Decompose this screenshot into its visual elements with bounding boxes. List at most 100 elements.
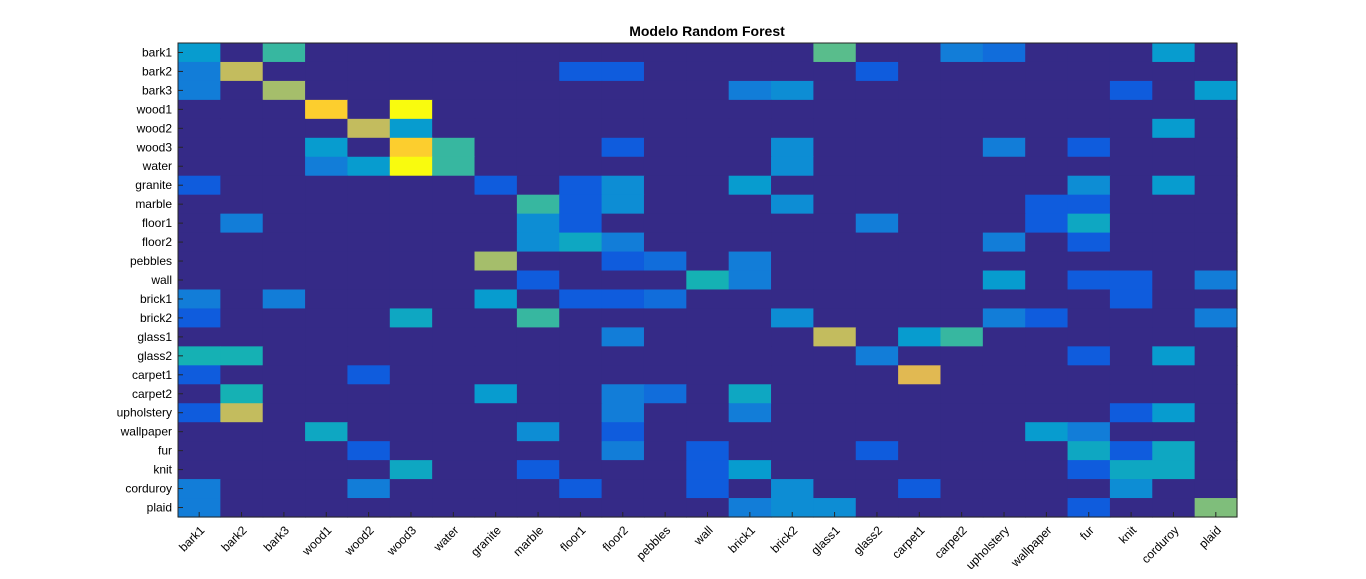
heatmap-cell-wood1-bark3: [262, 99, 306, 120]
heatmap-cell-glass2-fur: [1067, 346, 1111, 366]
heatmap-cell-wallpaper-brick2: [771, 422, 814, 442]
heatmap-cell-upholstery-granite: [474, 403, 518, 423]
heatmap-cell-wallpaper-wood1: [305, 422, 349, 442]
heatmap-cell-glass1-corduroy: [1152, 327, 1196, 347]
heatmap-cell-corduroy-water: [432, 479, 476, 499]
heatmap-cell-wood2-marble: [516, 118, 560, 139]
heatmap-cell-water-brick1: [728, 156, 772, 177]
heatmap-cell-corduroy-bark2: [220, 479, 264, 499]
heatmap-cell-fur-glass1: [813, 441, 857, 461]
x-tick-label-carpet2: carpet2: [932, 523, 970, 561]
heatmap-cell-floor1-bark2: [220, 213, 264, 234]
heatmap-cell-upholstery-wood1: [305, 403, 349, 423]
x-tick-label-water: water: [430, 523, 461, 554]
heatmap-cell-knit-wood3: [389, 460, 433, 480]
heatmap-cell-glass2-glass1: [813, 346, 857, 366]
heatmap-cell-knit-glass2: [855, 460, 899, 480]
x-tick-label-wood1: wood1: [299, 523, 335, 559]
heatmap-cell-bark2-upholstery: [982, 61, 1026, 82]
heatmap-cell-marble-glass1: [813, 194, 857, 215]
heatmap-cell-brick1-corduroy: [1152, 289, 1196, 310]
heatmap-cell-bark2-brick1: [728, 61, 772, 82]
heatmap-cell-brick2-brick1: [728, 308, 772, 328]
heatmap-cell-bark3-granite: [474, 80, 518, 101]
heatmap-cell-wood3-plaid: [1194, 137, 1238, 158]
heatmap-cell-wood3-upholstery: [982, 137, 1026, 158]
y-tick-label-upholstery: upholstery: [117, 406, 172, 420]
heatmap-cell-bark3-floor1: [559, 80, 603, 101]
heatmap-cell-wood1-wall: [686, 99, 730, 120]
heatmap-cell-water-floor1: [559, 156, 603, 177]
heatmap-cell-wall-wood2: [347, 270, 391, 291]
heatmap-cell-pebbles-floor2: [601, 251, 645, 272]
heatmap-cell-brick2-marble: [516, 308, 560, 328]
heatmap-cell-carpet1-brick1: [728, 365, 772, 385]
heatmap-cell-wood3-knit: [1109, 137, 1153, 158]
heatmap-cell-wood3-pebbles: [643, 137, 687, 158]
heatmap-cell-wood1-brick2: [771, 99, 814, 120]
heatmap-cell-granite-glass1: [813, 175, 857, 196]
y-tick-label-plaid: plaid: [147, 501, 172, 515]
heatmap-cell-wood1-floor2: [601, 99, 645, 120]
heatmap-cell-pebbles-wall: [686, 251, 730, 272]
heatmap-cell-bark3-fur: [1067, 80, 1111, 101]
heatmap-cell-water-wood1: [305, 156, 349, 177]
heatmap-cell-carpet1-fur: [1067, 365, 1111, 385]
heatmap-cell-bark2-brick2: [771, 61, 814, 82]
heatmap-cell-bark2-glass2: [855, 61, 899, 82]
x-tick-label-pebbles: pebbles: [634, 523, 674, 563]
y-tick-label-fur: fur: [158, 444, 172, 458]
heatmap-cell-wood2-glass1: [813, 118, 857, 139]
heatmap-cell-carpet1-floor1: [559, 365, 603, 385]
heatmap-cell-bark3-wallpaper: [1025, 80, 1069, 101]
x-tick-label-brick2: brick2: [768, 523, 801, 556]
heatmap-cell-brick1-bark3: [262, 289, 306, 310]
heatmap-cell-carpet2-carpet2: [940, 384, 984, 404]
heatmap-cell-corduroy-plaid: [1194, 479, 1238, 499]
heatmap-cell-marble-bark2: [220, 194, 264, 215]
heatmap-cell-bark3-bark1: [178, 80, 221, 101]
heatmap-cell-wood1-bark2: [220, 99, 264, 120]
heatmap-cell-brick1-brick1: [728, 289, 772, 310]
heatmap-cell-wood3-floor2: [601, 137, 645, 158]
heatmap-cell-brick2-bark3: [262, 308, 306, 328]
heatmap-cell-glass1-plaid: [1194, 327, 1238, 347]
heatmap-cell-wood3-wood2: [347, 137, 391, 158]
heatmap-cell-floor1-wood2: [347, 213, 391, 234]
heatmap-cell-bark1-upholstery: [982, 43, 1026, 63]
heatmap-cell-wallpaper-bark3: [262, 422, 306, 442]
heatmap-cell-fur-floor1: [559, 441, 603, 461]
heatmap-cell-carpet1-bark3: [262, 365, 306, 385]
heatmap-cell-wood1-upholstery: [982, 99, 1026, 120]
heatmap-cell-bark1-water: [432, 43, 476, 63]
heatmap-cell-wallpaper-brick1: [728, 422, 772, 442]
heatmap-cell-bark1-wallpaper: [1025, 43, 1069, 63]
heatmap-cell-carpet2-wall: [686, 384, 730, 404]
heatmap-cell-granite-fur: [1067, 175, 1111, 196]
heatmap-cell-glass1-wood1: [305, 327, 349, 347]
heatmap-cell-bark3-upholstery: [982, 80, 1026, 101]
heatmap-cell-wood2-glass2: [855, 118, 899, 139]
heatmap-cell-marble-carpet2: [940, 194, 984, 215]
heatmap-cell-water-wall: [686, 156, 730, 177]
heatmap-cell-brick1-carpet2: [940, 289, 984, 310]
heatmap-cell-wall-bark1: [178, 270, 221, 291]
heatmap-cell-floor1-glass2: [855, 213, 899, 234]
heatmap-cell-pebbles-knit: [1109, 251, 1153, 272]
heatmap-cell-corduroy-glass2: [855, 479, 899, 499]
heatmap-cell-wallpaper-floor2: [601, 422, 645, 442]
heatmap-cell-fur-wood3: [389, 441, 433, 461]
heatmap-cell-wallpaper-glass1: [813, 422, 857, 442]
heatmap-cell-wood3-marble: [516, 137, 560, 158]
heatmap-cell-plaid-bark2: [220, 498, 264, 518]
heatmap-cell-carpet1-plaid: [1194, 365, 1238, 385]
chart-title: Modelo Random Forest: [629, 23, 785, 39]
heatmap-cell-floor2-pebbles: [643, 232, 687, 253]
heatmap-cell-wall-carpet2: [940, 270, 984, 291]
heatmap-cell-brick1-floor2: [601, 289, 645, 310]
heatmap-cell-wallpaper-wall: [686, 422, 730, 442]
heatmap-cell-floor2-wood2: [347, 232, 391, 253]
heatmap-cell-glass2-wallpaper: [1025, 346, 1069, 366]
heatmap-cell-marble-floor2: [601, 194, 645, 215]
heatmap-cell-glass2-wood1: [305, 346, 349, 366]
